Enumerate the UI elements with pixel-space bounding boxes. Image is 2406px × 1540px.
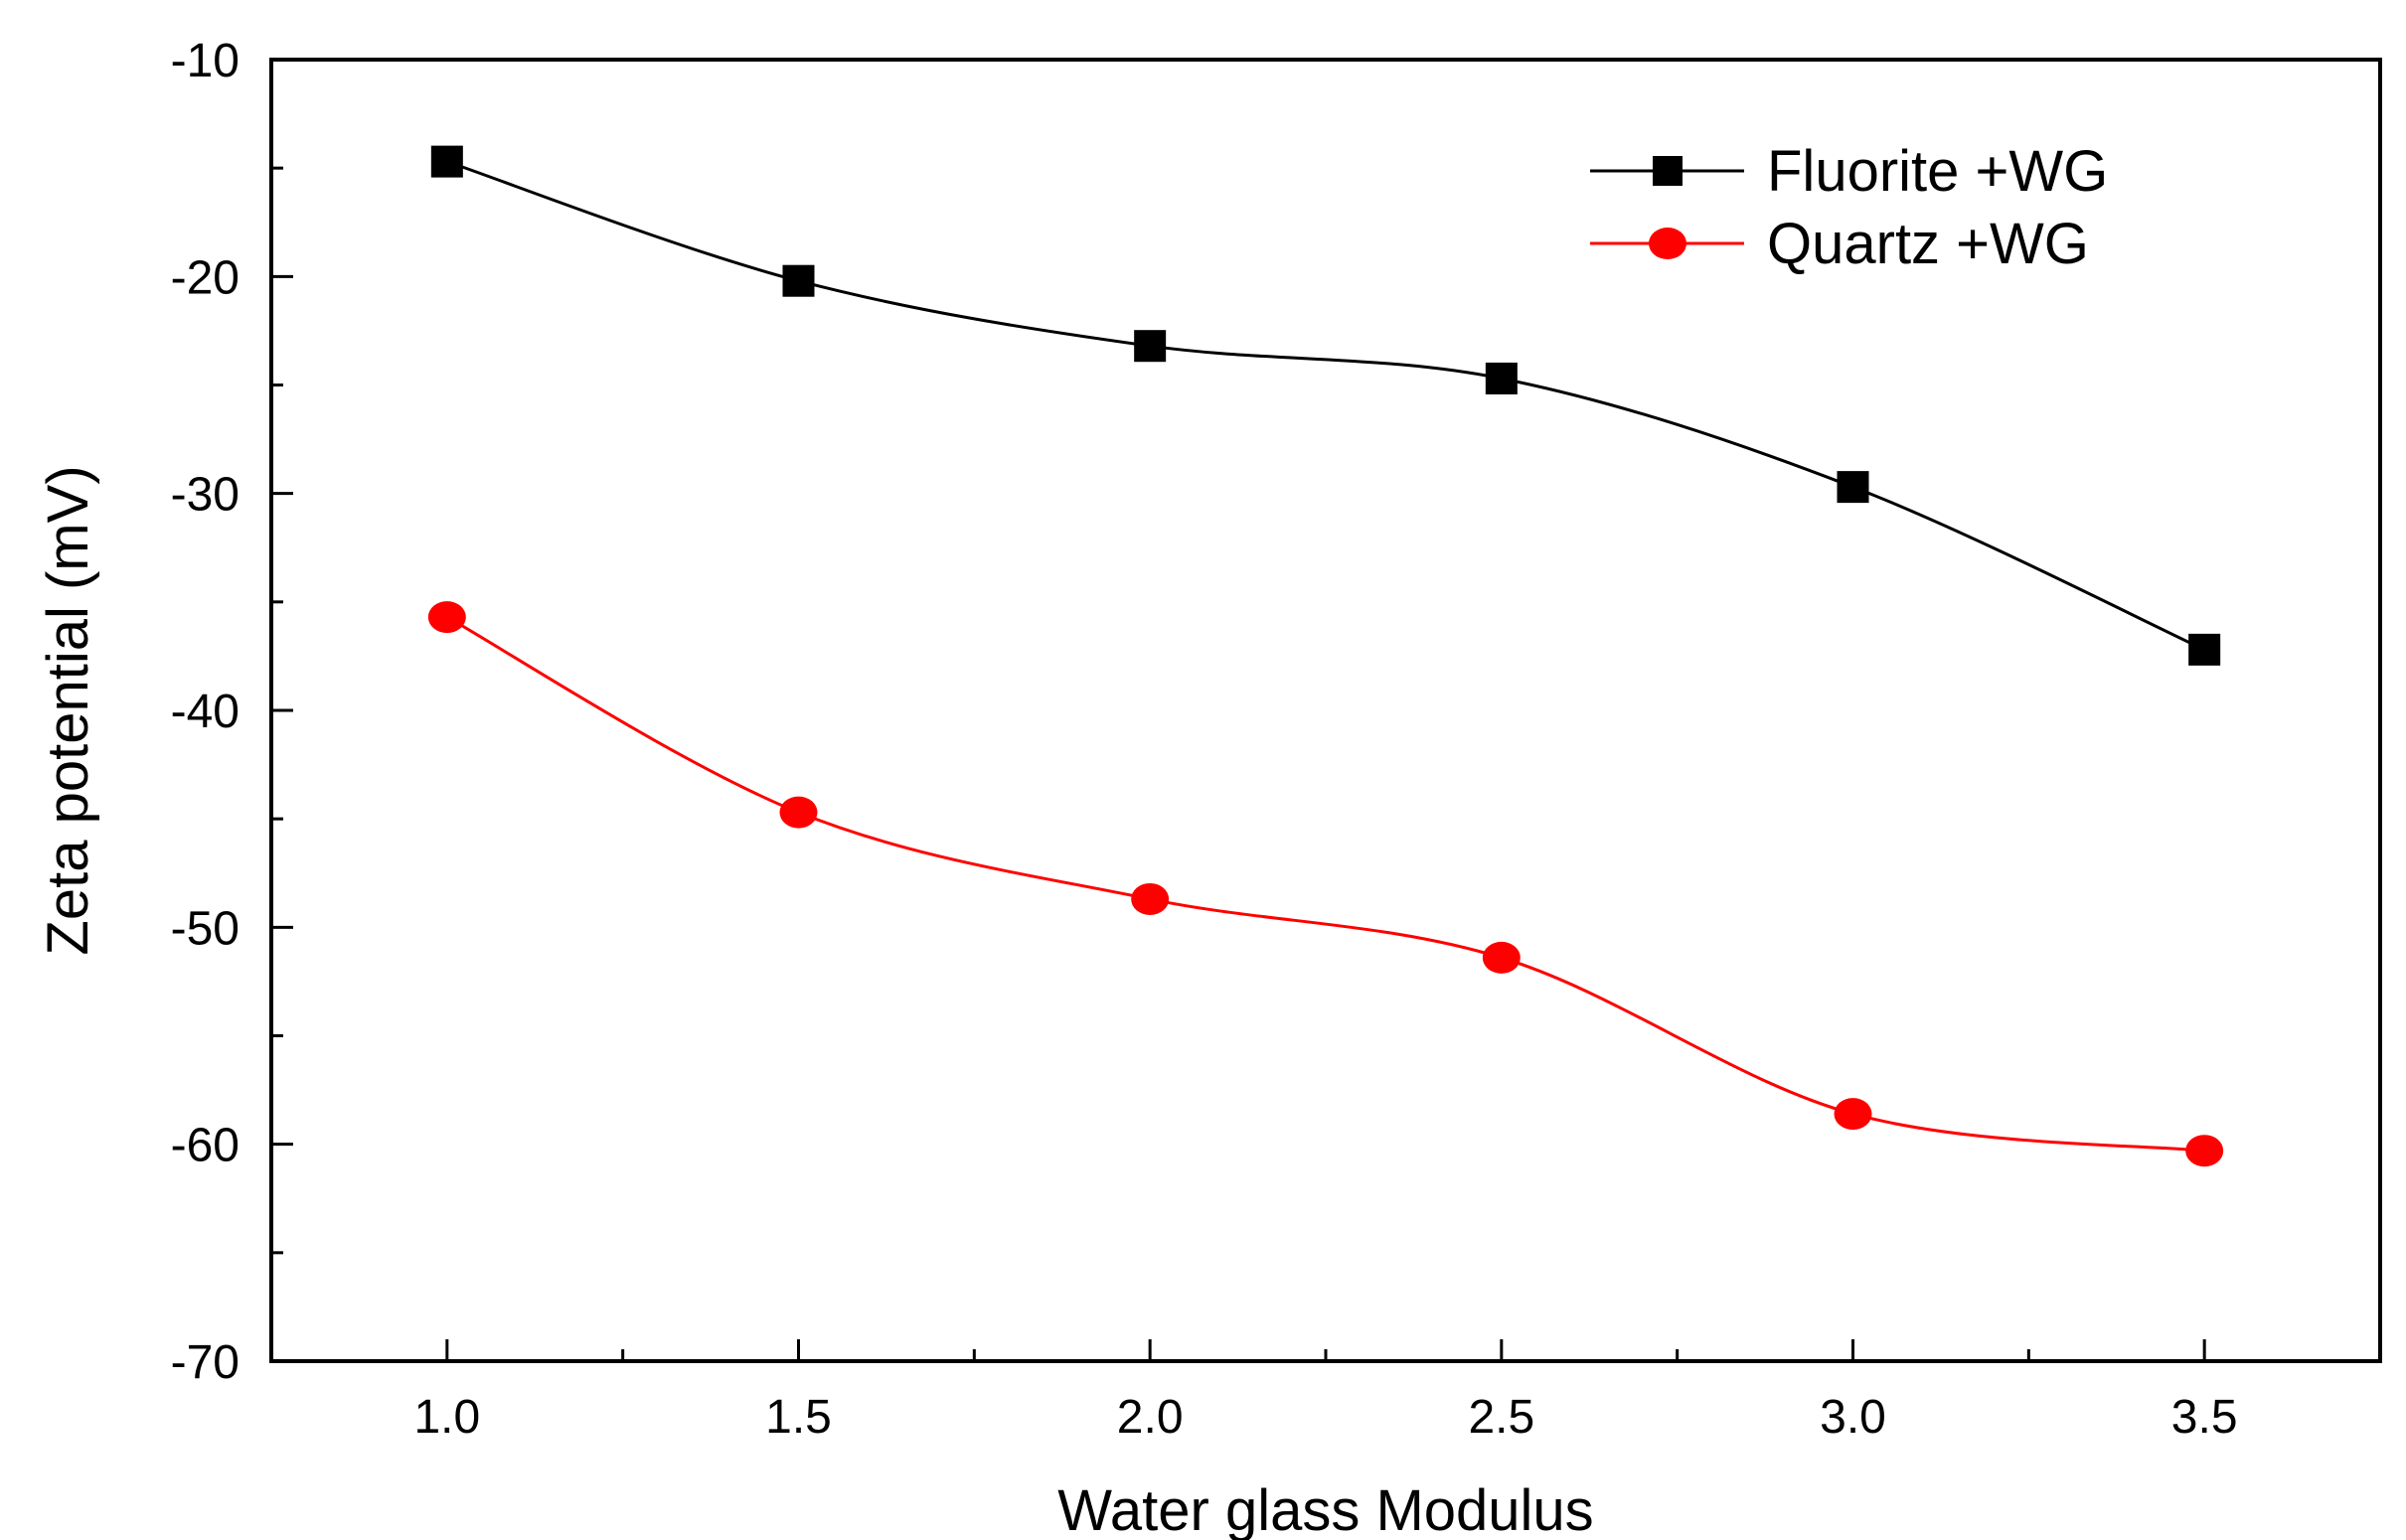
data-point-quartz-wg (1482, 941, 1521, 974)
tick-labels: 1.0 1.5 2.0 2.5 3.0 3.5 -10 -20 -30 -40 -50 -60 -70 (171, 35, 2238, 1444)
data-point-fluorite-wg (1837, 471, 1869, 504)
y-tick-label: -50 (171, 902, 240, 955)
data-point-fluorite-wg (782, 264, 815, 297)
series-curves (446, 160, 2205, 1153)
y-tick-label: -70 (171, 1336, 240, 1389)
x-axis-title: Water glass Modulus (1057, 1478, 1593, 1540)
legend: Fluorite +WG Quartz +WG (1590, 139, 2108, 276)
data-point-fluorite-wg (2188, 633, 2221, 666)
x-tick-label: 3.5 (2171, 1391, 2238, 1444)
plot-frame (269, 58, 2382, 1363)
y-tick-label: -10 (171, 35, 240, 87)
x-tick-label: 3.0 (1820, 1391, 1886, 1444)
legend-marker-quartz (1649, 228, 1686, 259)
legend-label-fluorite: Fluorite +WG (1767, 139, 2108, 204)
data-point-quartz-wg (1131, 882, 1170, 915)
legend-marker-fluorite (1653, 156, 1683, 186)
data-point-quartz-wg (779, 796, 818, 829)
x-tick-label: 1.0 (413, 1391, 480, 1444)
series-markers (427, 145, 2224, 1167)
y-axis-title: Zeta potential (mV) (36, 465, 100, 955)
series-line-fluorite-wg (446, 160, 2205, 652)
data-point-quartz-wg (1834, 1098, 1872, 1131)
x-tick-label: 1.5 (765, 1391, 832, 1444)
y-tick-label: -40 (171, 686, 240, 738)
y-tick-label: -20 (171, 251, 240, 304)
x-tick-label: 2.5 (1468, 1391, 1534, 1444)
data-point-fluorite-wg (1485, 362, 1518, 394)
data-point-quartz-wg (2185, 1135, 2224, 1167)
data-point-fluorite-wg (1134, 330, 1167, 363)
legend-label-quartz: Quartz +WG (1767, 212, 2089, 276)
data-point-quartz-wg (427, 601, 466, 634)
series-line-quartz-wg (446, 615, 2205, 1153)
y-tick-label: -60 (171, 1120, 240, 1172)
data-point-fluorite-wg (430, 145, 463, 178)
x-tick-label: 2.0 (1117, 1391, 1184, 1444)
y-tick-label: -30 (171, 469, 240, 522)
